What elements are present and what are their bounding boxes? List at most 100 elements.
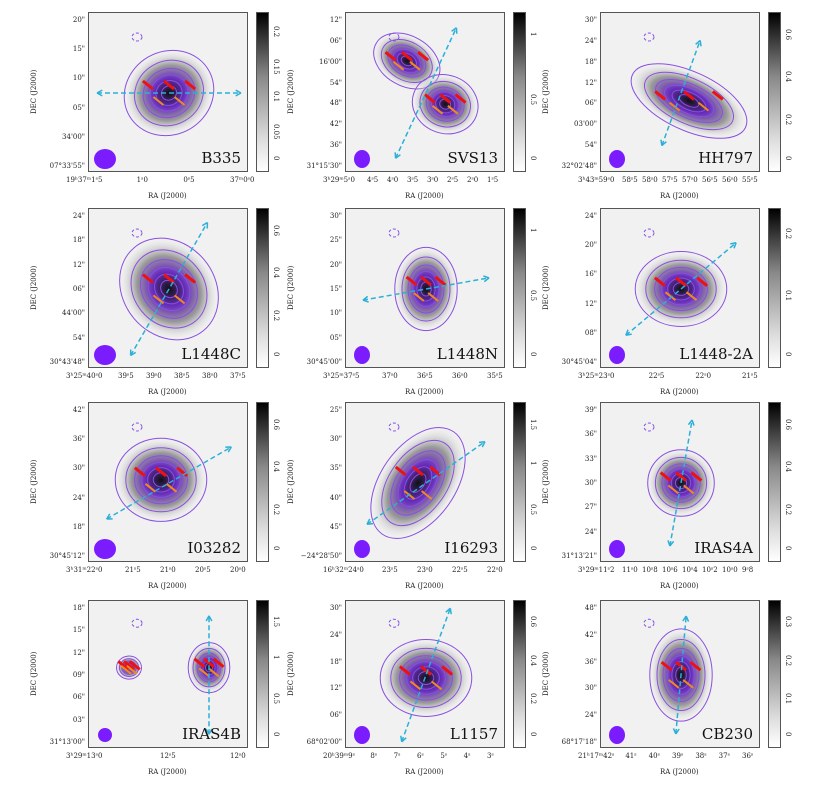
polarization-vector xyxy=(683,484,695,495)
negative-contour xyxy=(643,422,655,432)
polarization-vector xyxy=(668,679,680,689)
dust-emission xyxy=(370,427,466,539)
dec-tick-label: 24" xyxy=(584,711,597,720)
polarization-vector xyxy=(384,51,397,62)
colorbar xyxy=(513,402,526,562)
ra-axis-label: RA (J2000) xyxy=(148,192,187,200)
intensity-contour xyxy=(630,63,748,139)
polarization-vector xyxy=(697,101,710,112)
ra-tick-label: 41ˢ xyxy=(625,752,637,760)
arrowhead-icon xyxy=(730,241,737,249)
ra-tick-label: 58ˢ5 xyxy=(622,176,638,184)
dec-tick-label: 30" xyxy=(329,212,342,220)
colorbar-tick-label: 0.4 xyxy=(529,654,537,666)
outflow-axis-arrow xyxy=(129,222,209,356)
polarization-vector xyxy=(126,665,138,675)
arrowhead-icon xyxy=(129,349,137,357)
dec-tick-label: 10" xyxy=(329,309,342,318)
polarization-vector xyxy=(163,273,175,284)
map-image xyxy=(94,422,232,559)
dec-tick-label: 10" xyxy=(72,74,85,83)
outflow-axis-arrow xyxy=(366,441,486,525)
dec-tick-label: 25" xyxy=(329,406,342,414)
map-image xyxy=(609,32,748,168)
dec-tick-label: 45" xyxy=(329,522,342,531)
ra-tick-label: 3ˢ xyxy=(487,752,494,760)
colorbar-tick-label: 0.2 xyxy=(272,309,280,321)
ra-tick-label: 38ˢ0 xyxy=(202,372,218,380)
beam-ellipse xyxy=(94,149,116,169)
polarization-vector xyxy=(675,660,687,672)
arrowhead-icon xyxy=(225,446,232,453)
map-image xyxy=(98,615,231,742)
intensity-contour xyxy=(119,237,219,341)
ra-axis-label: RA (J2000) xyxy=(405,768,444,776)
map-image xyxy=(609,615,713,744)
intensity-contour xyxy=(125,447,197,513)
negative-contour xyxy=(131,228,143,238)
dec-tick-label: 08" xyxy=(584,328,597,337)
ra-axis-label: RA (J2000) xyxy=(660,192,699,200)
intensity-contour xyxy=(409,473,427,493)
ra-tick-label: 20ˢ0 xyxy=(230,566,246,574)
dec-tick-label: 18" xyxy=(72,236,85,245)
dec-tick-label: 20" xyxy=(72,16,85,24)
dec-tick-label: 39" xyxy=(584,406,597,414)
ra-tick-label: 3ʰ25ᵐ37ˢ5 xyxy=(323,372,360,380)
dec-axis-label: DEC (J2000) xyxy=(287,69,295,114)
ra-tick-label: 21ˢ5 xyxy=(125,566,141,574)
polarization-vector xyxy=(690,471,703,482)
intensity-contour xyxy=(667,654,695,696)
dust-emission xyxy=(412,74,479,134)
colorbar-tick-label: 0.15 xyxy=(272,58,280,75)
beam-ellipse xyxy=(354,346,370,364)
polarization-vector xyxy=(393,61,405,71)
ra-tick-label: 22ˢ0 xyxy=(695,372,712,380)
map-image xyxy=(354,27,479,168)
polarization-vector xyxy=(420,665,432,676)
polarization-vector xyxy=(654,90,667,101)
arrowhead-icon xyxy=(695,39,702,47)
ra-tick-label: 6ˢ xyxy=(417,752,424,760)
polarization-vector xyxy=(664,291,677,301)
intensity-contour xyxy=(116,655,142,680)
dec-tick-label: 24" xyxy=(584,212,597,220)
dec-tick-label: 25" xyxy=(329,236,342,245)
ra-axis-label: RA (J2000) xyxy=(148,388,187,396)
ra-axis-label: RA (J2000) xyxy=(660,582,699,590)
negative-contour xyxy=(388,32,400,42)
dec-tick-label: 06" xyxy=(584,99,597,108)
source-name-label: CB230 xyxy=(701,725,753,743)
colorbar-tick-label: 0.6 xyxy=(272,418,280,430)
ra-tick-label: 10ˢ0 xyxy=(722,566,738,574)
arrowhead-icon xyxy=(625,329,632,337)
ra-tick-label: 4ˢ0 xyxy=(387,176,399,184)
dec-tick-label: 20" xyxy=(329,260,342,269)
ra-tick-label: 22ˢ0 xyxy=(487,566,503,574)
arrowhead-icon xyxy=(366,518,374,526)
beam-ellipse xyxy=(354,540,370,558)
arrowhead-icon xyxy=(682,615,690,622)
polarization-vector xyxy=(165,483,178,493)
intensity-contour xyxy=(141,461,181,498)
polarization-vector xyxy=(398,665,411,676)
beam-ellipse xyxy=(609,346,625,364)
polarization-vector xyxy=(696,276,709,287)
colorbar-tick-label: 0.6 xyxy=(529,615,537,627)
ra-tick-label: 20ʰ39ᵐ9ˢ xyxy=(323,752,355,760)
map-image xyxy=(354,422,486,558)
dec-tick-label: −24°28'50" xyxy=(300,552,342,560)
intensity-contour xyxy=(666,468,696,498)
colorbar-tick-label: 0 xyxy=(784,732,792,737)
dec-tick-label: 54" xyxy=(329,78,342,87)
dec-tick-label: 06" xyxy=(329,36,342,45)
polarization-vector xyxy=(117,660,130,671)
dec-tick-label: 30" xyxy=(329,604,342,612)
dec-tick-label: 03'00" xyxy=(574,120,597,129)
intensity-contour xyxy=(667,277,695,301)
intensity-contour xyxy=(664,84,714,118)
ra-tick-label: 22ˢ5 xyxy=(648,372,665,380)
source-name-label: I16293 xyxy=(444,539,498,557)
map-panel-i16293: I16293 xyxy=(345,402,505,562)
intensity-contour xyxy=(654,266,708,312)
